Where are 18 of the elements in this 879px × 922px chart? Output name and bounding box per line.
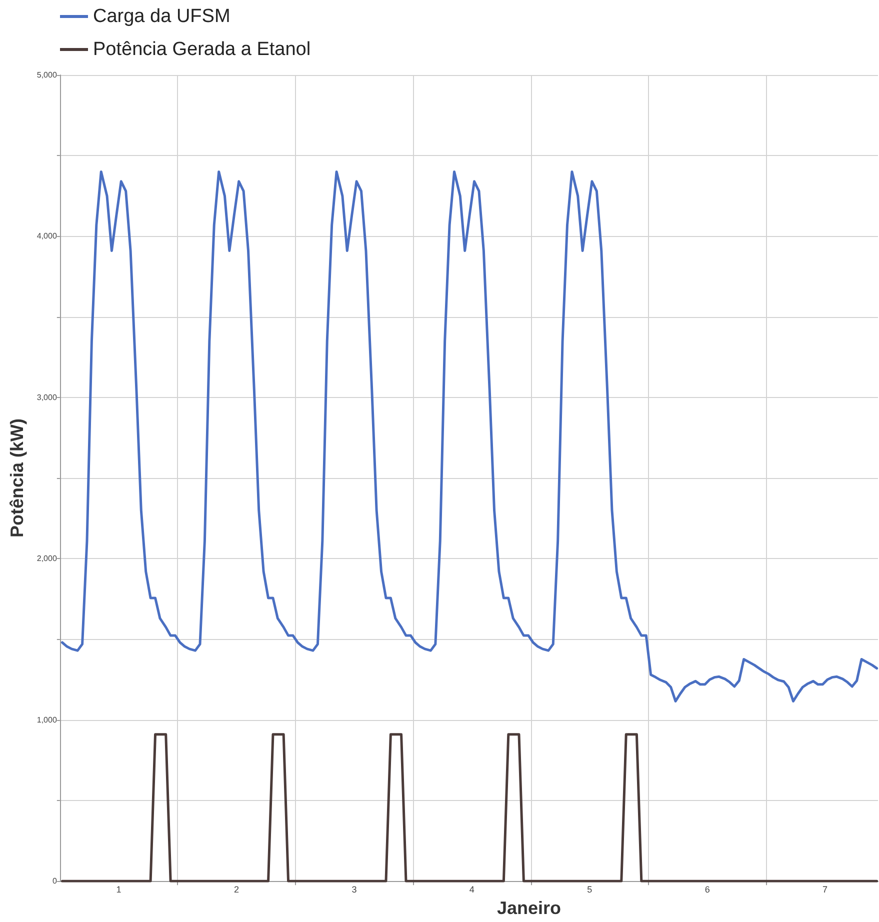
y-tick-label: 3,000 [36, 392, 58, 402]
x-tick-label: 1 [116, 884, 122, 895]
x-tick-label: 4 [469, 884, 474, 895]
y-tick-label: 5,000 [36, 70, 58, 80]
line-series [61, 170, 878, 702]
y-tick-label: 0 [52, 876, 58, 886]
x-tick-label: 6 [704, 884, 710, 895]
y-tick-label: 1,000 [36, 715, 58, 724]
y-tick-label: 4,000 [36, 232, 58, 241]
y-tick-label: 2,000 [36, 554, 58, 564]
x-tick-label: 2 [234, 884, 239, 895]
x-tick-label: 3 [352, 884, 357, 895]
x-tick-label: 5 [587, 884, 592, 895]
legend-label: Carga da UFSM [93, 6, 230, 27]
x-axis-title: Janeiro [496, 898, 561, 918]
legend-label: Potência Gerada a Etanol [93, 39, 311, 60]
y-axis-title: Potência (kW) [7, 418, 27, 538]
x-tick-label: 7 [822, 884, 828, 895]
